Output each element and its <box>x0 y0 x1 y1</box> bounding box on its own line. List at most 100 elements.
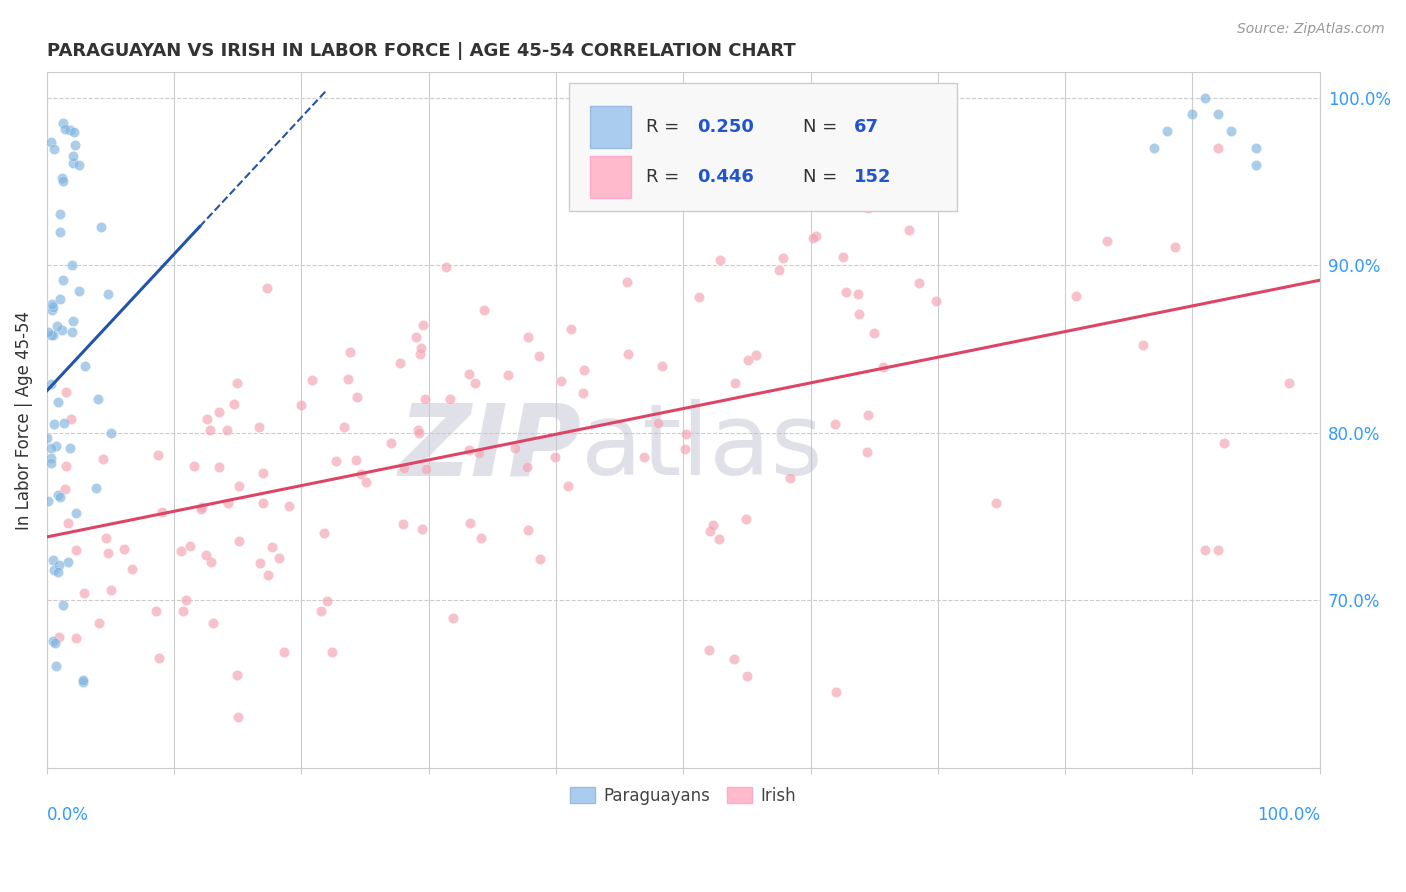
Point <box>62 314 84 328</box>
Point <box>804 229 827 244</box>
Point <box>872 360 894 375</box>
Point <box>616 275 638 289</box>
Point <box>824 417 846 431</box>
Point <box>42 633 65 648</box>
Point <box>51 273 73 287</box>
Point <box>1244 141 1267 155</box>
Point <box>41 303 63 318</box>
Text: 0.250: 0.250 <box>697 118 754 136</box>
Point <box>412 318 434 333</box>
Point <box>200 555 222 569</box>
Point <box>35 431 58 445</box>
Point <box>65 543 87 558</box>
Point <box>617 347 640 361</box>
Point <box>336 372 359 386</box>
Point <box>190 501 212 516</box>
Point <box>651 359 673 374</box>
Point <box>45 658 67 673</box>
Point <box>208 460 231 475</box>
Point <box>51 171 73 186</box>
Point <box>309 604 332 618</box>
Point <box>72 673 94 688</box>
Point <box>1206 542 1229 557</box>
Text: R =: R = <box>647 118 685 136</box>
Point <box>406 424 429 438</box>
Point <box>91 452 114 467</box>
Point <box>702 518 724 533</box>
Point <box>247 420 270 434</box>
Point <box>49 490 72 504</box>
Point <box>67 284 90 298</box>
Text: 152: 152 <box>853 168 891 186</box>
Point <box>1213 436 1236 450</box>
Text: atlas: atlas <box>582 400 823 496</box>
Point <box>198 423 221 437</box>
Point <box>112 542 135 557</box>
Point <box>226 668 249 682</box>
Point <box>825 685 848 699</box>
Point <box>557 479 579 493</box>
Point <box>848 286 870 301</box>
Point <box>56 555 79 569</box>
Point <box>464 376 486 390</box>
Point <box>325 454 347 468</box>
Point <box>65 506 87 520</box>
Point <box>408 426 430 441</box>
Point <box>908 276 931 290</box>
Point <box>356 475 378 489</box>
Point <box>52 416 75 430</box>
Text: R =: R = <box>647 168 685 186</box>
Point <box>1206 141 1229 155</box>
Point <box>544 450 567 464</box>
Text: N =: N = <box>803 118 844 136</box>
Point <box>90 220 112 235</box>
Point <box>1194 90 1216 104</box>
Point <box>42 417 65 431</box>
Point <box>257 567 280 582</box>
Point <box>723 652 745 666</box>
Point <box>42 563 65 577</box>
Point <box>46 318 69 333</box>
Point <box>59 123 82 137</box>
Text: Source: ZipAtlas.com: Source: ZipAtlas.com <box>1237 22 1385 37</box>
Point <box>745 348 768 362</box>
Point <box>42 553 65 567</box>
Point <box>392 461 415 475</box>
Point <box>832 251 855 265</box>
Point <box>273 645 295 659</box>
FancyBboxPatch shape <box>591 106 631 147</box>
Point <box>48 558 70 573</box>
Point <box>224 397 246 411</box>
Point <box>316 594 339 608</box>
Point <box>772 251 794 265</box>
Point <box>277 500 299 514</box>
Point <box>391 516 413 531</box>
Point <box>87 392 110 406</box>
Point <box>647 416 669 430</box>
Point <box>848 307 870 321</box>
Point <box>517 329 540 343</box>
Point <box>498 368 520 383</box>
Point <box>39 451 62 466</box>
Point <box>925 294 948 309</box>
Point <box>39 328 62 343</box>
Point <box>900 141 922 155</box>
Point <box>898 223 921 237</box>
Point <box>41 297 63 311</box>
Point <box>249 556 271 570</box>
Point <box>801 231 824 245</box>
Point <box>735 668 758 682</box>
Point <box>148 650 170 665</box>
Point <box>1064 289 1087 303</box>
Point <box>1163 240 1185 254</box>
Point <box>97 286 120 301</box>
Point <box>252 467 274 481</box>
Point <box>312 526 335 541</box>
Point <box>1244 157 1267 171</box>
Point <box>339 345 361 359</box>
Point <box>179 539 201 553</box>
Point <box>724 376 747 391</box>
Text: 0.0%: 0.0% <box>46 806 89 824</box>
Point <box>62 156 84 170</box>
Point <box>707 532 730 546</box>
